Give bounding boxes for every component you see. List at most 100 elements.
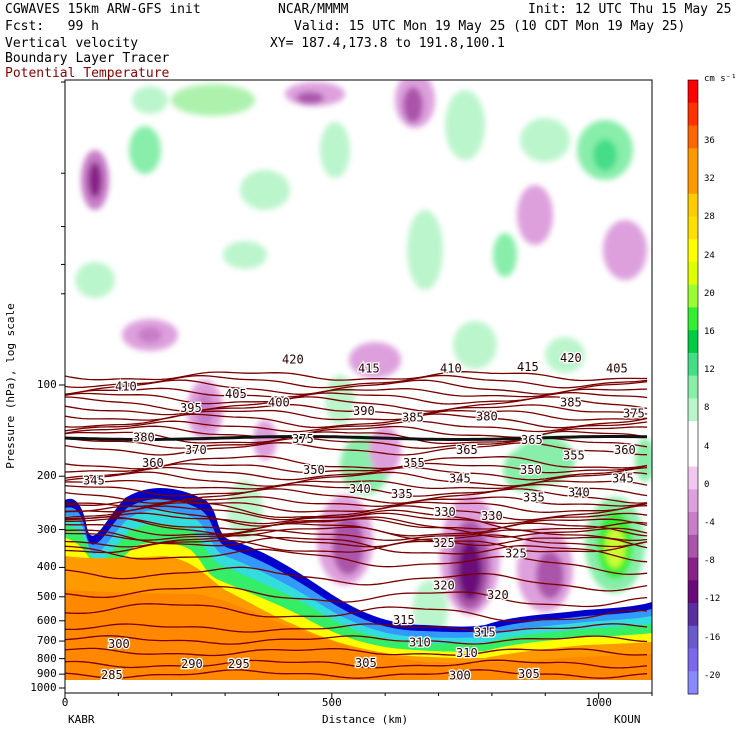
- colorbar-label: -4: [704, 518, 715, 528]
- theta-label: 305: [355, 656, 377, 670]
- x-tick-label: 0: [61, 696, 69, 709]
- cross-section-plot: 420 415 410 415 420 405 410 405 395 400 390 385 380 3…: [65, 80, 652, 693]
- theta-label: 390: [353, 404, 375, 418]
- colorbar-swatch: [688, 80, 698, 104]
- colorbar-swatch: [688, 352, 698, 377]
- colorbar-unit: cm s⁻¹: [704, 74, 737, 84]
- colorbar: [687, 79, 699, 695]
- init-time: Init: 12 UTC Thu 15 May 25: [528, 2, 732, 17]
- theta-label: 375: [623, 406, 645, 420]
- colorbar-swatch: [688, 102, 698, 126]
- theta-label: 385: [402, 411, 424, 425]
- y-tick-label: 700: [36, 634, 57, 648]
- theta-label: 405: [606, 362, 628, 376]
- colorbar-label: -20: [704, 670, 721, 681]
- colorbar-swatch: [688, 648, 698, 672]
- y-tick-label: 300: [36, 522, 57, 536]
- colorbar-swatch: [688, 330, 698, 354]
- theta-label: 410: [440, 362, 462, 376]
- model-title: CGWAVES 15km ARW-GFS init: [5, 2, 201, 17]
- forecast-hour: Fcst: 99 h: [5, 19, 99, 34]
- theta-label: 335: [523, 491, 545, 505]
- colorbar-swatch: [688, 603, 698, 627]
- colorbar-label: 36: [704, 136, 715, 146]
- colorbar-swatch: [688, 261, 698, 286]
- theta-label: 345: [83, 473, 105, 487]
- theta-label: 305: [518, 667, 540, 681]
- field-label-potential-temperature: Potential Temperature: [5, 66, 170, 81]
- theta-label: 330: [481, 509, 503, 523]
- theta-label: 290: [181, 657, 203, 671]
- theta-label: 325: [505, 547, 527, 561]
- theta-label: 365: [521, 433, 543, 447]
- y-tick-label: 500: [36, 589, 57, 603]
- colorbar-swatch: [688, 307, 698, 331]
- theta-label: 405: [225, 387, 247, 401]
- colorbar-label: 4: [704, 441, 710, 452]
- theta-label: 350: [303, 463, 325, 477]
- x-tick-label: 500: [321, 696, 342, 709]
- theta-label: 325: [433, 536, 455, 550]
- y-tick-label: 200: [36, 469, 57, 483]
- theta-label: 365: [456, 443, 478, 457]
- colorbar-label: -12: [704, 594, 721, 605]
- theta-label: 385: [560, 395, 582, 409]
- theta-label: 300: [108, 637, 130, 651]
- colorbar-swatch: [688, 443, 698, 468]
- y-tick-label: 900: [36, 667, 57, 681]
- start-station-label: KABR: [68, 713, 95, 726]
- colorbar-label: -16: [704, 632, 721, 643]
- y-tick-label: 1000: [30, 681, 57, 694]
- theta-label: 380: [476, 409, 498, 423]
- theta-label: 415: [517, 360, 539, 374]
- y-tick-label: 100: [36, 378, 57, 391]
- theta-label: 295: [228, 657, 250, 671]
- field-label-vertical-velocity: Vertical velocity: [5, 36, 139, 51]
- colorbar-swatch: [688, 512, 698, 536]
- colorbar-swatch: [688, 557, 698, 581]
- theta-label: 285: [101, 668, 123, 682]
- colorbar-label: 24: [704, 250, 715, 261]
- theta-label: 330: [434, 505, 456, 519]
- theta-label: 360: [142, 456, 164, 470]
- theta-label: 380: [133, 430, 155, 444]
- x-tick-label: 1000: [585, 696, 612, 709]
- colorbar-label: 32: [704, 174, 715, 185]
- colorbar-swatch: [688, 284, 698, 308]
- colorbar-label: 12: [704, 365, 715, 376]
- colorbar-swatch: [688, 625, 698, 650]
- colorbar-swatch: [688, 489, 698, 513]
- x-axis-label: Distance (km): [322, 713, 409, 726]
- theta-label: 315: [393, 613, 415, 627]
- theta-label: 420: [282, 352, 304, 366]
- theta-label: 420: [560, 351, 582, 365]
- theta-label: 355: [403, 456, 425, 470]
- theta-label: 310: [409, 635, 431, 649]
- y-tick-label: 400: [36, 560, 57, 574]
- theta-label: 300: [449, 669, 471, 683]
- y-tick-label: 800: [36, 651, 57, 665]
- theta-label: 345: [612, 471, 634, 485]
- theta-label: 370: [185, 443, 207, 457]
- y-axis-label: Pressure (hPa), log scale: [4, 303, 17, 469]
- colorbar-label: 28: [704, 212, 715, 223]
- colorbar-label: 16: [704, 327, 715, 337]
- colorbar-swatch: [688, 534, 698, 559]
- colorbar-label: 0: [704, 479, 710, 490]
- theta-label: 315: [474, 625, 496, 639]
- theta-label: 395: [180, 401, 202, 415]
- theta-label: 355: [563, 448, 585, 462]
- theta-label: 350: [520, 463, 542, 477]
- colorbar-swatch: [688, 193, 698, 217]
- theta-label: 335: [391, 487, 413, 501]
- theta-label: 400: [268, 395, 290, 409]
- colorbar-label: 8: [704, 403, 710, 414]
- colorbar-swatch: [688, 216, 698, 240]
- y-tick-label: 600: [36, 613, 57, 627]
- colorbar-swatch: [688, 421, 698, 445]
- theta-label: 360: [614, 443, 636, 457]
- theta-label: 415: [358, 362, 380, 376]
- theta-label: 375: [292, 432, 314, 446]
- colorbar-swatch: [688, 170, 698, 195]
- valid-time: Valid: 15 UTC Mon 19 May 25 (10 CDT Mon …: [294, 19, 686, 34]
